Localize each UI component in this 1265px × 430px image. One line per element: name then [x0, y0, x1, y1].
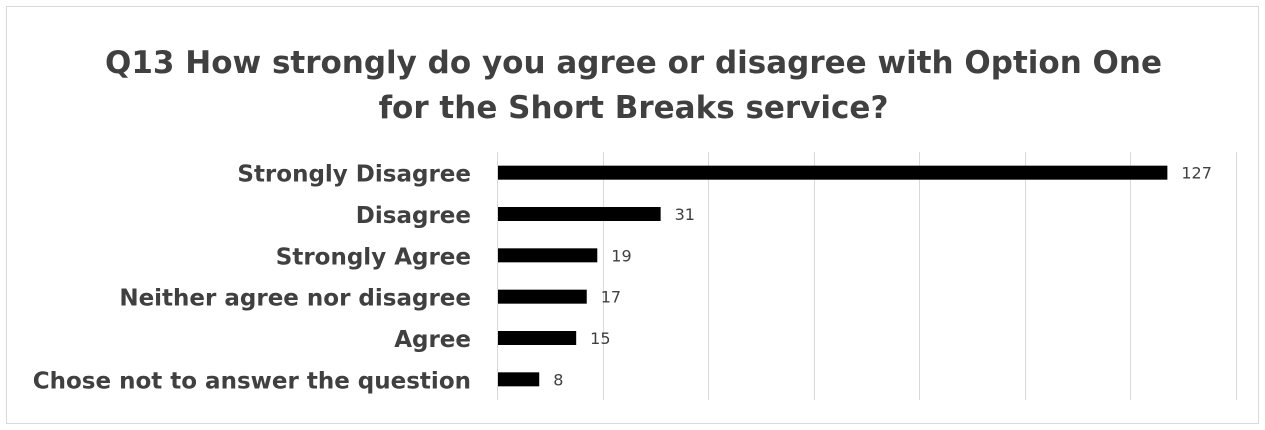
bar-5 [498, 372, 540, 387]
category-label-2: Strongly Agree [276, 244, 471, 270]
chart-title-line-1: Q13 How strongly do you agree or disagre… [104, 45, 1162, 81]
data-label-1: 31 [675, 205, 695, 224]
category-label-5: Chose not to answer the question [33, 368, 471, 394]
chart-title: Q13 How strongly do you agree or disagre… [7, 41, 1260, 131]
data-label-4: 15 [590, 329, 610, 348]
bar-2 [498, 248, 598, 263]
bar-4 [498, 331, 577, 345]
chart-title-line-2: for the Short Breaks service? [378, 90, 889, 126]
category-label-0: Strongly Disagree [237, 162, 471, 188]
category-label-3: Neither agree nor disagree [119, 286, 471, 312]
data-label-0: 127 [1181, 164, 1212, 183]
bar-1 [498, 207, 661, 221]
category-label-1: Disagree [356, 203, 471, 229]
data-label-2: 19 [611, 246, 631, 265]
bar-0 [498, 165, 1168, 180]
category-label-4: Agree [394, 327, 471, 353]
data-label-3: 17 [601, 288, 621, 307]
chart-frame: Q13 How strongly do you agree or disagre… [6, 6, 1259, 424]
data-label-5: 8 [553, 370, 563, 389]
bar-3 [498, 289, 587, 304]
